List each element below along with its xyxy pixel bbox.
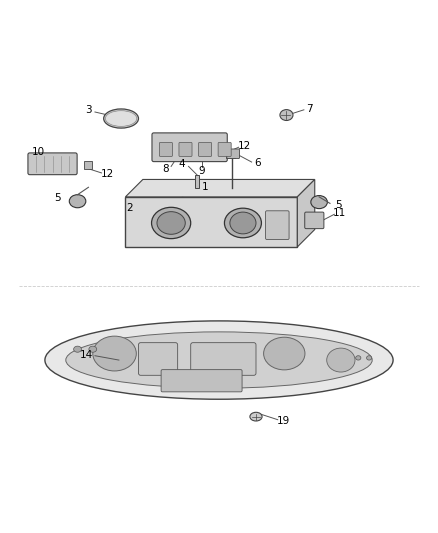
- Ellipse shape: [230, 212, 256, 234]
- FancyBboxPatch shape: [227, 149, 240, 158]
- Text: 9: 9: [198, 166, 205, 176]
- Text: 1: 1: [201, 182, 208, 192]
- FancyBboxPatch shape: [198, 142, 212, 156]
- FancyBboxPatch shape: [159, 142, 173, 156]
- FancyBboxPatch shape: [265, 211, 289, 239]
- Polygon shape: [125, 180, 315, 197]
- Ellipse shape: [74, 346, 81, 352]
- FancyBboxPatch shape: [84, 161, 92, 169]
- Text: 4: 4: [179, 159, 185, 169]
- Ellipse shape: [157, 212, 185, 235]
- Text: 12: 12: [101, 169, 114, 179]
- Text: 5: 5: [336, 200, 342, 209]
- FancyBboxPatch shape: [305, 212, 324, 229]
- Ellipse shape: [224, 208, 261, 238]
- Text: 11: 11: [333, 208, 346, 219]
- Text: 14: 14: [80, 350, 93, 360]
- Ellipse shape: [104, 109, 138, 128]
- Ellipse shape: [327, 348, 355, 372]
- Text: 10: 10: [32, 148, 45, 157]
- Text: 8: 8: [162, 164, 169, 174]
- FancyBboxPatch shape: [138, 343, 178, 375]
- Ellipse shape: [152, 207, 191, 239]
- Text: 19: 19: [277, 416, 290, 426]
- Ellipse shape: [106, 111, 137, 126]
- Ellipse shape: [311, 196, 327, 208]
- Polygon shape: [125, 197, 297, 247]
- Text: 7: 7: [306, 104, 312, 114]
- Ellipse shape: [367, 356, 372, 360]
- Ellipse shape: [356, 356, 361, 360]
- Text: 6: 6: [254, 158, 261, 168]
- Ellipse shape: [93, 336, 136, 371]
- Ellipse shape: [45, 321, 393, 399]
- Ellipse shape: [89, 346, 97, 352]
- FancyBboxPatch shape: [191, 343, 256, 375]
- Ellipse shape: [69, 195, 86, 208]
- Ellipse shape: [250, 413, 262, 421]
- Text: 5: 5: [55, 193, 61, 203]
- FancyBboxPatch shape: [152, 133, 227, 161]
- Ellipse shape: [280, 110, 293, 120]
- FancyBboxPatch shape: [179, 142, 192, 156]
- Text: 2: 2: [127, 203, 133, 213]
- Text: 3: 3: [85, 105, 92, 115]
- Ellipse shape: [66, 332, 372, 388]
- Ellipse shape: [264, 337, 305, 370]
- FancyBboxPatch shape: [161, 370, 242, 392]
- FancyBboxPatch shape: [28, 153, 77, 175]
- Polygon shape: [195, 175, 199, 188]
- Text: 12: 12: [238, 141, 251, 151]
- Polygon shape: [297, 180, 315, 247]
- FancyBboxPatch shape: [226, 150, 235, 158]
- FancyBboxPatch shape: [218, 142, 231, 156]
